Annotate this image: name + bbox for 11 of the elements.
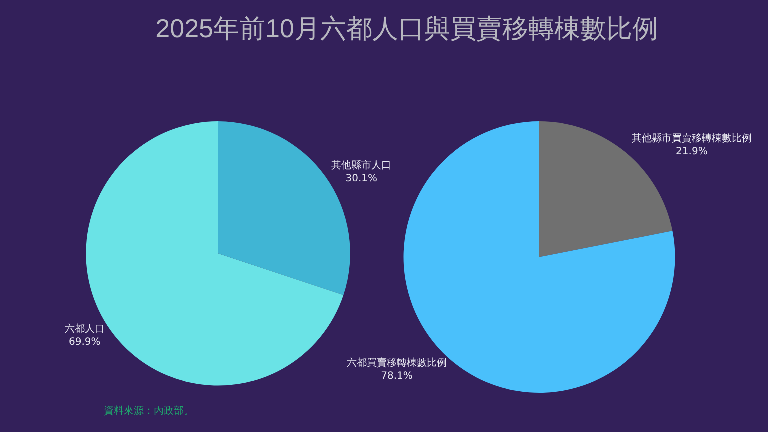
slice-label: 六都人口 bbox=[64, 322, 105, 335]
data-label: 69.9% bbox=[68, 336, 101, 348]
data-label: 30.1% bbox=[346, 174, 378, 185]
slice-label: 其他縣市買賣移轉棟數比例 bbox=[632, 132, 752, 144]
data-label: 21.9% bbox=[676, 146, 708, 158]
source-note: 資料來源：內政部。 bbox=[104, 405, 194, 417]
slice-label: 其他縣市人口 bbox=[332, 160, 392, 172]
slice-label: 六都買賣移轉棟數比例 bbox=[347, 357, 448, 370]
data-label: 78.1% bbox=[381, 371, 413, 382]
pie-slice bbox=[540, 122, 673, 258]
chart-title: 2025年前10月六都人口與買賣移轉棟數比例 bbox=[156, 14, 658, 44]
